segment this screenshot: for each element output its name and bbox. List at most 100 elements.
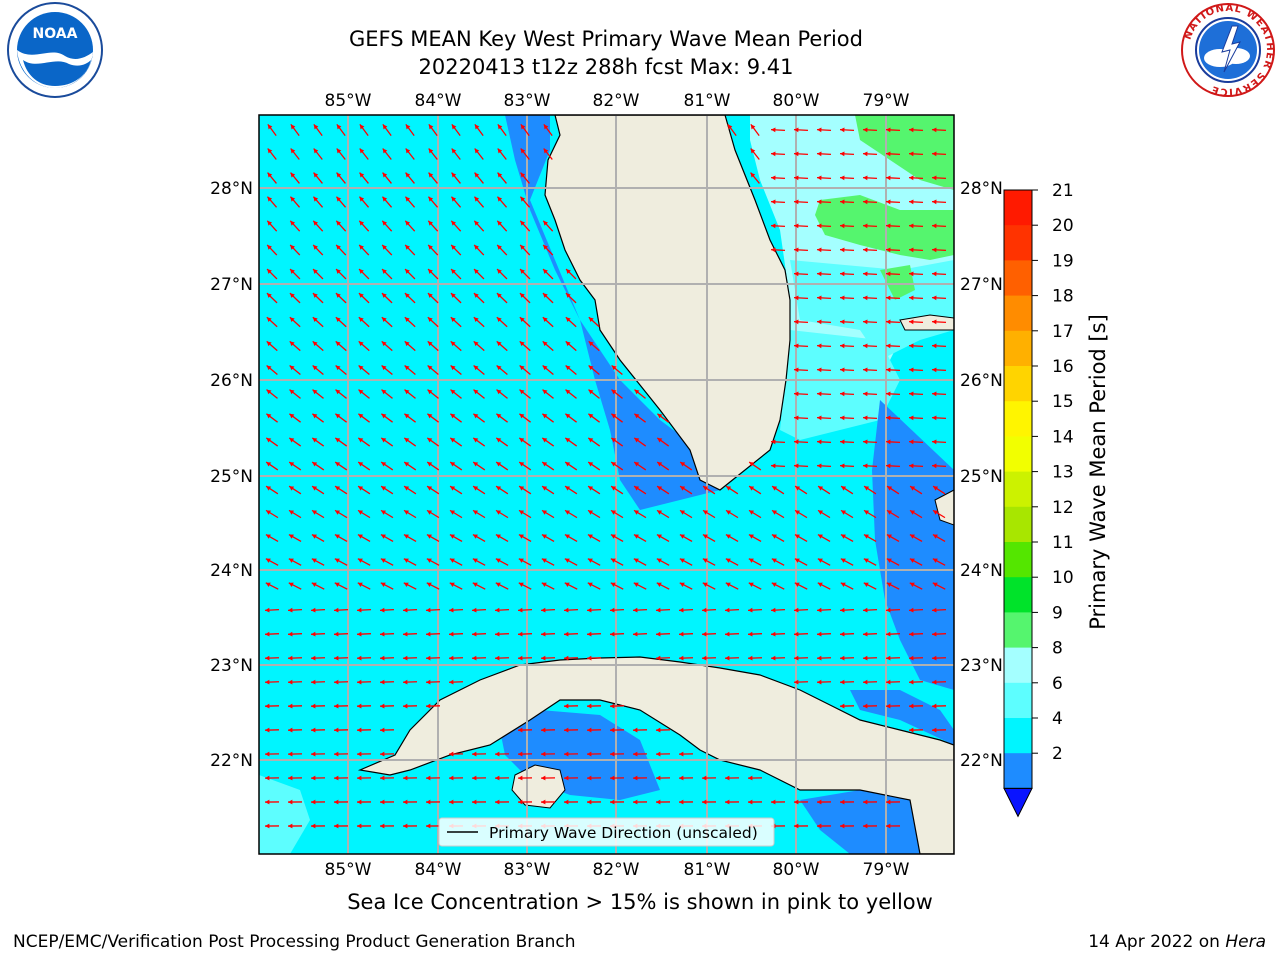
wave-arrow-head xyxy=(565,510,571,515)
lon-labels-bottom: 85°W 84°W 83°W 82°W 81°W 80°W 79°W xyxy=(325,860,910,880)
wave-arrow-head xyxy=(795,486,801,491)
wave-arrow-head xyxy=(748,655,753,661)
wave-arrow-head xyxy=(472,799,477,805)
wave-arrow-head xyxy=(267,269,272,274)
wave-arrow-head xyxy=(288,799,293,805)
wave-arrow-head xyxy=(357,679,362,685)
wave-arrow-head xyxy=(610,727,615,733)
wave-arrow-head xyxy=(564,751,569,757)
wave-arrow-head xyxy=(380,631,385,637)
wave-arrow-head xyxy=(749,510,755,515)
wave-arrow-head xyxy=(542,365,548,371)
wave-arrow-head xyxy=(357,799,362,805)
wave-arrow-head xyxy=(359,172,365,178)
wave-arrow-head xyxy=(794,439,799,445)
wave-arrow-head xyxy=(840,439,845,445)
wave-arrow-head xyxy=(817,799,822,805)
wave-arrow-head xyxy=(794,271,799,277)
wave-arrow-head xyxy=(313,172,319,178)
wave-arrow-head xyxy=(426,703,431,709)
colorbar-tick-label: 4 xyxy=(1052,709,1063,729)
wave-arrow-head xyxy=(566,269,571,274)
wave-arrow-head xyxy=(863,343,868,349)
wave-arrow-head xyxy=(542,389,548,395)
wave-arrow-head xyxy=(886,271,891,277)
wave-arrow-head xyxy=(634,510,640,515)
wave-arrow-head xyxy=(449,775,454,781)
wave-arrow-head xyxy=(288,631,293,637)
wave-arrow-head xyxy=(909,655,914,661)
wave-arrow-head xyxy=(817,199,822,205)
wave-arrow-head xyxy=(840,655,845,661)
wave-arrow-head xyxy=(381,437,387,443)
wave-arrow-head xyxy=(472,751,477,757)
wave-arrow-head xyxy=(450,341,456,347)
wave-arrow-head xyxy=(266,486,272,491)
wave-arrow-head xyxy=(357,751,362,757)
wave-arrow-head xyxy=(588,462,594,467)
wave-arrow-head xyxy=(909,319,914,325)
wave-arrow-head xyxy=(357,558,363,563)
wave-arrow-head xyxy=(634,462,640,467)
wave-arrow-head xyxy=(725,534,731,539)
wave-arrow-head xyxy=(587,655,592,661)
wave-arrow-head xyxy=(565,341,571,347)
wave-arrow-head xyxy=(335,293,341,298)
wave-arrow-head xyxy=(932,534,938,539)
wave-arrow-head xyxy=(794,199,799,205)
wave-arrow-head xyxy=(771,127,776,133)
wave-arrow-head xyxy=(380,582,386,587)
wave-arrow-head xyxy=(909,127,914,133)
colorbar-tick-label: 20 xyxy=(1052,216,1074,236)
wave-arrow-head xyxy=(932,319,937,325)
wave-arrow-head xyxy=(496,510,502,515)
wave-arrow-head xyxy=(817,631,822,637)
colorbar-tick-label: 15 xyxy=(1052,392,1074,412)
wave-arrow-head xyxy=(657,413,663,419)
wave-arrow-head xyxy=(428,124,434,130)
wave-arrow-head xyxy=(267,172,273,178)
wave-arrow-head xyxy=(748,775,753,781)
colorbar-segment xyxy=(1004,682,1032,719)
wave-arrow-head xyxy=(451,172,457,178)
wave-arrow-head xyxy=(289,486,295,491)
wave-arrow-head xyxy=(587,582,593,587)
wave-arrow-head xyxy=(633,799,638,805)
wave-arrow-head xyxy=(840,223,845,229)
wave-arrow-head xyxy=(496,413,502,419)
wave-arrow-head xyxy=(311,631,316,637)
wave-arrow-head xyxy=(656,582,662,587)
wave-arrow-head xyxy=(840,247,845,253)
wave-arrow-head xyxy=(289,389,295,395)
wave-arrow-head xyxy=(542,462,548,467)
wave-arrow-head xyxy=(359,269,364,274)
wave-arrow-head xyxy=(680,486,686,491)
svg-text:25°N: 25°N xyxy=(210,467,253,487)
wave-arrow-head xyxy=(656,775,661,781)
wave-arrow-head xyxy=(311,823,316,829)
wave-arrow-head xyxy=(427,413,433,419)
wave-arrow-head xyxy=(311,582,317,587)
svg-text:27°N: 27°N xyxy=(210,275,253,295)
wave-arrow-head xyxy=(840,199,845,205)
wave-arrow-head xyxy=(495,655,500,661)
wave-arrow-head xyxy=(405,124,411,130)
svg-text:82°W: 82°W xyxy=(593,91,640,111)
noaa-logo: NOAA xyxy=(7,2,103,98)
wave-arrow-head xyxy=(336,124,342,130)
colorbar-tick-label: 19 xyxy=(1052,251,1074,271)
wave-arrow-head xyxy=(794,799,799,805)
wave-arrow-head xyxy=(358,341,364,347)
wave-arrow-head xyxy=(863,439,868,445)
wave-arrow-head xyxy=(541,607,546,613)
wave-arrow-head xyxy=(840,175,845,181)
wave-arrow-head xyxy=(428,220,434,226)
wave-arrow-head xyxy=(611,462,617,467)
wave-arrow-head xyxy=(449,558,455,563)
wave-arrow-head xyxy=(703,486,709,491)
svg-text:24°N: 24°N xyxy=(210,561,253,581)
wave-arrow-head xyxy=(474,269,479,274)
wave-arrow-head xyxy=(451,220,457,226)
wave-arrow-head xyxy=(403,607,408,613)
wave-arrow-head xyxy=(817,607,822,613)
